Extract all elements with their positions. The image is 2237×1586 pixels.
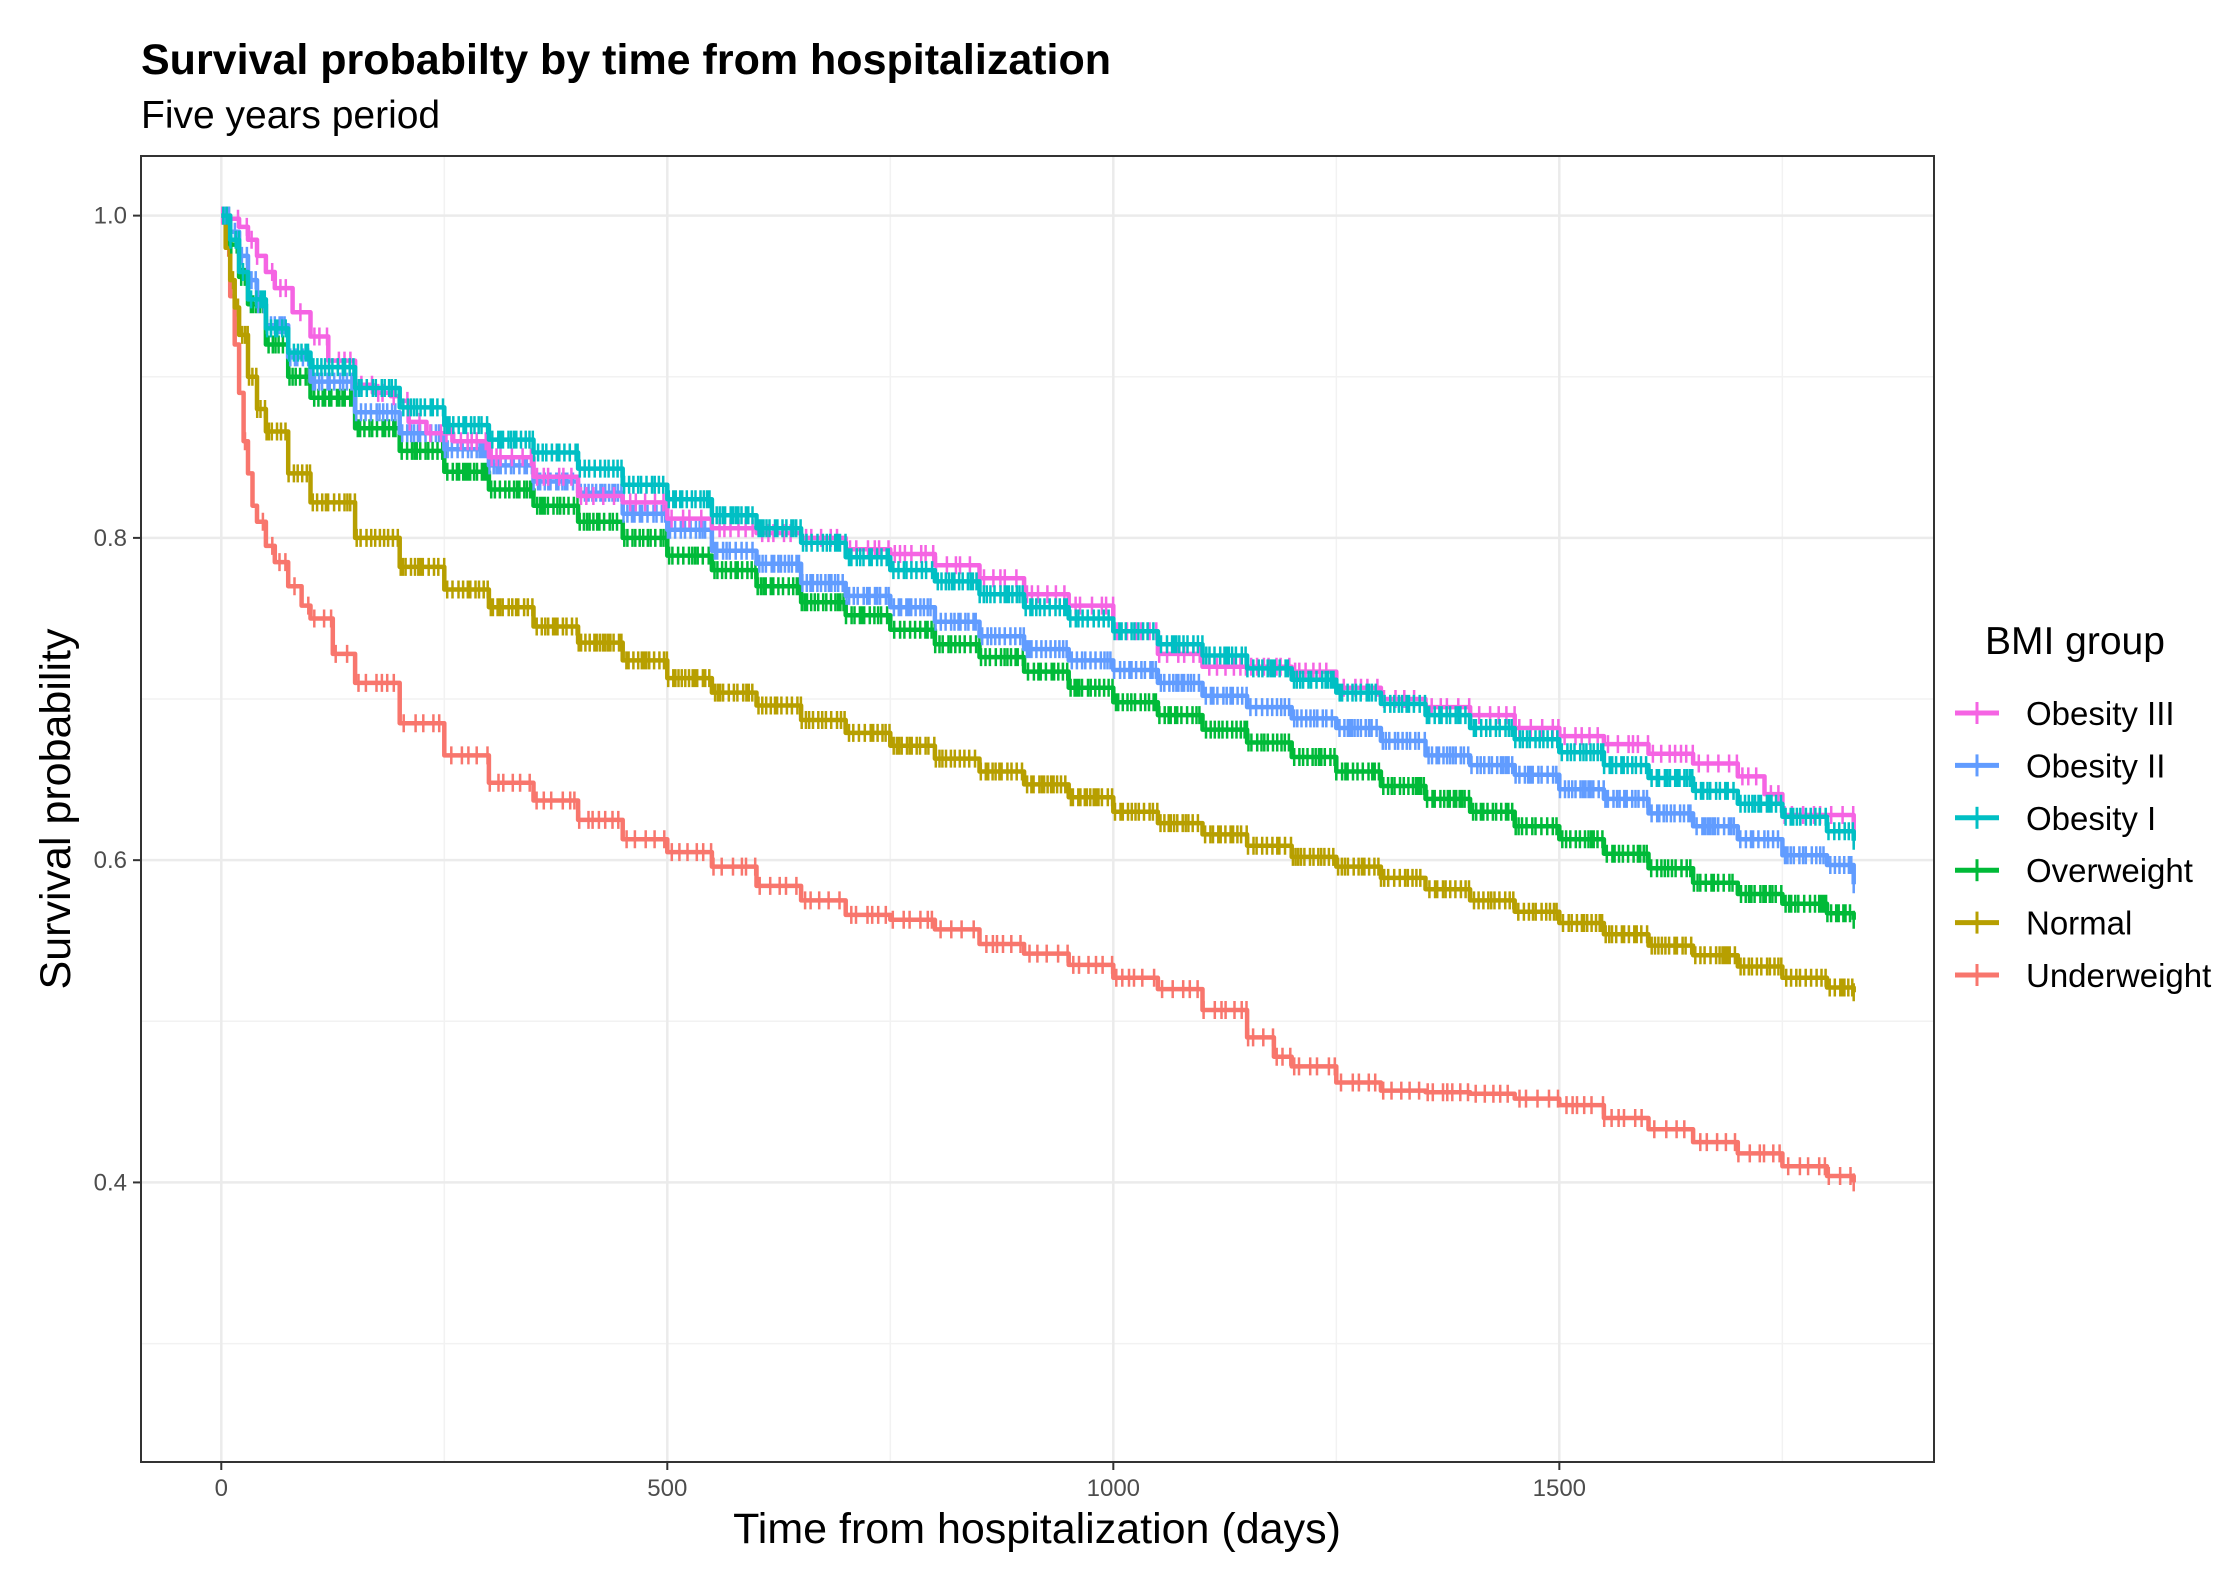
series-lines <box>221 206 1856 1192</box>
legend-title: BMI group <box>1985 620 2165 663</box>
chart-title: Survival probabilty by time from hospita… <box>141 36 1111 84</box>
axis-ticks: 0 500 1000 1500 0.4 0.6 0.8 1.0 <box>94 203 1586 1502</box>
plot-panel-border <box>140 155 1935 1463</box>
censor-marks-obesity-i <box>222 206 1855 850</box>
legend-item-obesity-iii: Obesity III <box>1955 695 2175 732</box>
x-axis-title: Time from hospitalization (days) <box>733 1505 1341 1553</box>
x-tick-label: 1000 <box>1087 1475 1140 1502</box>
x-tick-label: 0 <box>215 1475 228 1502</box>
y-tick-label: 0.4 <box>94 1169 127 1196</box>
series-underweight <box>221 213 1856 1192</box>
x-tick-label: 500 <box>647 1475 687 1502</box>
legend-label: Overweight <box>2026 852 2193 889</box>
y-tick-label: 0.8 <box>94 525 127 552</box>
legend: BMI group Obesity III Obesity II Obesity I… <box>1955 620 2211 994</box>
legend-item-obesity-i: Obesity I <box>1955 800 2156 837</box>
legend-label: Obesity I <box>2026 800 2156 837</box>
legend-item-overweight: Overweight <box>1955 852 2193 889</box>
legend-label: Underweight <box>2026 957 2211 994</box>
legend-label: Obesity II <box>2026 747 2165 784</box>
grid <box>141 156 1934 1462</box>
legend-label: Obesity III <box>2026 695 2175 732</box>
series-obesity-ii <box>221 206 1856 894</box>
legend-item-normal: Normal <box>1955 905 2132 942</box>
legend-item-obesity-ii: Obesity II <box>1955 747 2165 784</box>
chart-subtitle: Five years period <box>141 94 440 137</box>
y-axis-title: Survival probability <box>32 628 80 989</box>
survival-curve-underweight <box>221 213 1856 1183</box>
series-obesity-i <box>221 206 1856 850</box>
x-tick-label: 1500 <box>1533 1475 1586 1502</box>
y-tick-label: 1.0 <box>94 203 127 230</box>
legend-label: Normal <box>2026 905 2132 942</box>
y-tick-label: 0.6 <box>94 847 127 874</box>
legend-item-underweight: Underweight <box>1955 957 2211 994</box>
